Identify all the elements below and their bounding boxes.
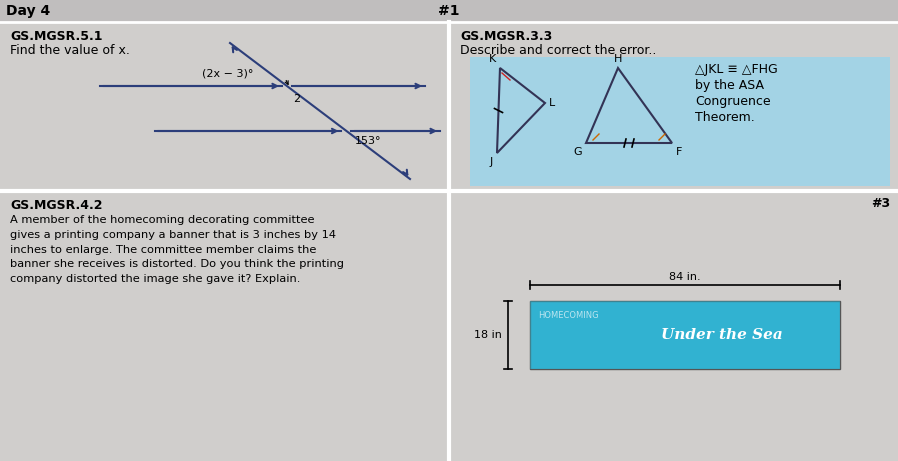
Text: J: J: [489, 157, 493, 167]
Text: A member of the homecoming decorating committee
gives a printing company a banne: A member of the homecoming decorating co…: [10, 215, 344, 284]
Text: Congruence: Congruence: [695, 95, 770, 108]
Text: GS.MGSR.3.3: GS.MGSR.3.3: [460, 30, 552, 43]
Bar: [0, 22, 449, 191]
Text: H: H: [614, 54, 622, 64]
Text: 153°: 153°: [355, 136, 381, 146]
Bar: [470, 57, 890, 186]
Text: 2: 2: [293, 94, 300, 104]
Text: G: G: [574, 147, 582, 157]
Text: Under the Sea: Under the Sea: [661, 328, 783, 342]
Text: GS.MGSR.4.2: GS.MGSR.4.2: [10, 199, 102, 212]
Bar: [530, 301, 840, 369]
Text: Describe and correct the error..: Describe and correct the error..: [460, 44, 656, 57]
Text: HOMECOMING: HOMECOMING: [538, 311, 599, 320]
Text: F: F: [676, 147, 682, 157]
Bar: [0, 191, 449, 461]
Text: (2x − 3)°: (2x − 3)°: [202, 68, 253, 78]
Bar: [530, 301, 840, 369]
Bar: [449, 191, 898, 461]
Text: GS.MGSR.5.1: GS.MGSR.5.1: [10, 30, 102, 43]
Bar: [449, 22, 898, 191]
Text: by the ASA: by the ASA: [695, 79, 764, 92]
Text: K: K: [489, 54, 496, 64]
Text: Theorem.: Theorem.: [695, 111, 754, 124]
Text: 84 in.: 84 in.: [669, 272, 700, 282]
Text: Find the value of x.: Find the value of x.: [10, 44, 130, 57]
Text: #3: #3: [871, 197, 890, 210]
Text: △JKL ≡ △FHG: △JKL ≡ △FHG: [695, 63, 778, 76]
Text: 18 in: 18 in: [474, 330, 502, 340]
Text: #1: #1: [438, 4, 460, 18]
Text: Day 4: Day 4: [6, 4, 50, 18]
Bar: [0, 0, 898, 22]
Text: L: L: [549, 98, 555, 108]
